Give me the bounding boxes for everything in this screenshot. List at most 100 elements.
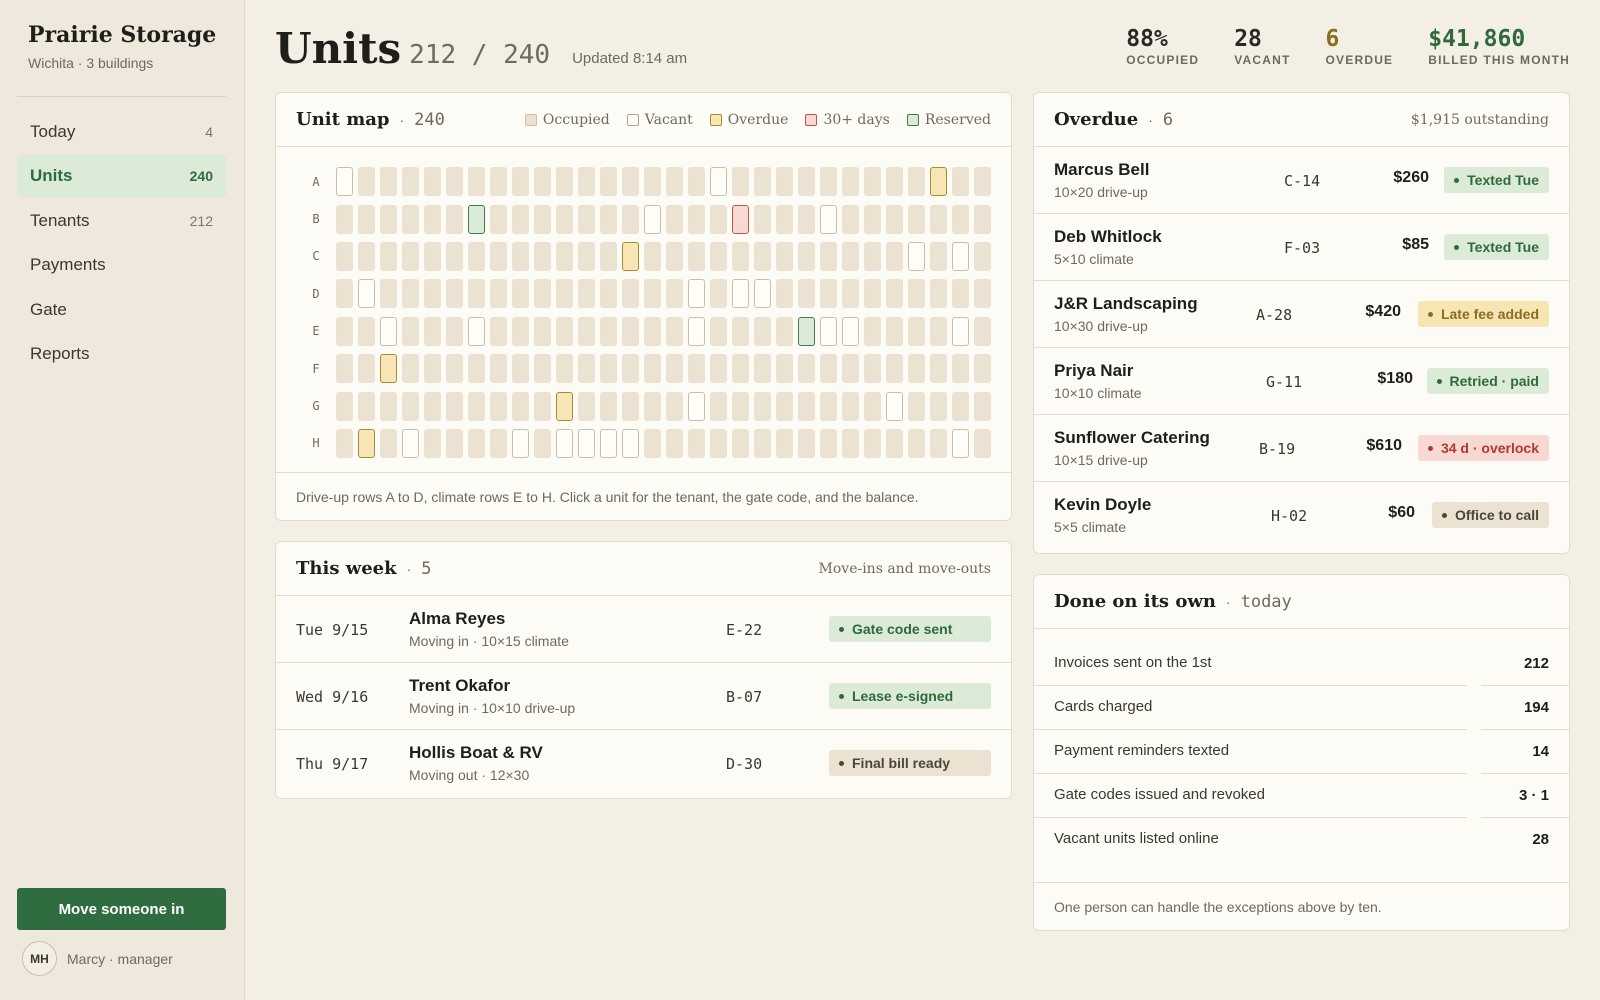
- unit-cell[interactable]: [644, 241, 661, 271]
- unit-cell[interactable]: [886, 279, 903, 309]
- move-someone-in-button[interactable]: Move someone in: [17, 888, 226, 930]
- sidebar-item-reports[interactable]: Reports: [17, 333, 226, 375]
- unit-cell[interactable]: [798, 279, 815, 309]
- unit-cell[interactable]: [754, 391, 771, 421]
- unit-cell[interactable]: [710, 316, 727, 346]
- unit-cell[interactable]: [666, 316, 683, 346]
- unit-cell[interactable]: [446, 279, 463, 309]
- unit-cell[interactable]: [336, 204, 353, 234]
- unit-cell[interactable]: [820, 279, 837, 309]
- unit-cell[interactable]: [974, 167, 991, 197]
- unit-cell[interactable]: [490, 316, 507, 346]
- unit-cell[interactable]: [688, 279, 705, 309]
- unit-cell[interactable]: [490, 167, 507, 197]
- sidebar-item-gate[interactable]: Gate: [17, 289, 226, 331]
- unit-cell[interactable]: [380, 204, 397, 234]
- unit-cell[interactable]: [710, 354, 727, 384]
- unit-cell[interactable]: [886, 354, 903, 384]
- unit-cell[interactable]: [534, 391, 551, 421]
- unit-cell[interactable]: [402, 279, 419, 309]
- unit-cell[interactable]: [776, 428, 793, 458]
- unit-cell[interactable]: [820, 428, 837, 458]
- unit-cell[interactable]: [402, 428, 419, 458]
- unit-cell[interactable]: [424, 428, 441, 458]
- unit-cell[interactable]: [820, 204, 837, 234]
- unit-cell[interactable]: [886, 167, 903, 197]
- unit-cell[interactable]: [820, 167, 837, 197]
- unit-cell[interactable]: [358, 241, 375, 271]
- unit-cell[interactable]: [622, 167, 639, 197]
- unit-cell[interactable]: [842, 316, 859, 346]
- unit-cell[interactable]: [930, 428, 947, 458]
- unit-cell[interactable]: [732, 167, 749, 197]
- unit-cell[interactable]: [578, 204, 595, 234]
- unit-cell[interactable]: [732, 279, 749, 309]
- unit-cell[interactable]: [754, 428, 771, 458]
- unit-cell[interactable]: [864, 391, 881, 421]
- unit-cell[interactable]: [556, 354, 573, 384]
- unit-cell[interactable]: [776, 391, 793, 421]
- overdue-row[interactable]: Deb Whitlock 5×10 climate F-03 $85 Texte…: [1034, 215, 1569, 281]
- unit-cell[interactable]: [776, 279, 793, 309]
- unit-cell[interactable]: [556, 279, 573, 309]
- unit-cell[interactable]: [446, 391, 463, 421]
- unit-cell[interactable]: [644, 316, 661, 346]
- unit-cell[interactable]: [468, 204, 485, 234]
- overdue-row[interactable]: J&R Landscaping 10×30 drive-up A-28 $420…: [1034, 282, 1569, 348]
- unit-cell[interactable]: [622, 316, 639, 346]
- unit-cell[interactable]: [710, 241, 727, 271]
- unit-cell[interactable]: [732, 204, 749, 234]
- unit-cell[interactable]: [336, 354, 353, 384]
- unit-cell[interactable]: [358, 279, 375, 309]
- unit-cell[interactable]: [710, 204, 727, 234]
- unit-cell[interactable]: [710, 391, 727, 421]
- unit-cell[interactable]: [644, 391, 661, 421]
- unit-cell[interactable]: [952, 354, 969, 384]
- unit-cell[interactable]: [930, 391, 947, 421]
- unit-cell[interactable]: [864, 241, 881, 271]
- unit-cell[interactable]: [578, 391, 595, 421]
- unit-cell[interactable]: [424, 279, 441, 309]
- unit-cell[interactable]: [908, 279, 925, 309]
- unit-cell[interactable]: [424, 241, 441, 271]
- unit-cell[interactable]: [842, 241, 859, 271]
- unit-cell[interactable]: [556, 241, 573, 271]
- unit-cell[interactable]: [974, 241, 991, 271]
- unit-cell[interactable]: [490, 428, 507, 458]
- unit-cell[interactable]: [446, 241, 463, 271]
- unit-cell[interactable]: [468, 167, 485, 197]
- unit-cell[interactable]: [336, 167, 353, 197]
- unit-cell[interactable]: [930, 204, 947, 234]
- unit-cell[interactable]: [798, 241, 815, 271]
- unit-cell[interactable]: [820, 316, 837, 346]
- unit-cell[interactable]: [798, 167, 815, 197]
- unit-cell[interactable]: [864, 167, 881, 197]
- unit-cell[interactable]: [688, 167, 705, 197]
- unit-cell[interactable]: [446, 167, 463, 197]
- unit-cell[interactable]: [512, 167, 529, 197]
- unit-cell[interactable]: [534, 279, 551, 309]
- unit-cell[interactable]: [666, 204, 683, 234]
- unit-cell[interactable]: [842, 279, 859, 309]
- unit-cell[interactable]: [776, 204, 793, 234]
- unit-cell[interactable]: [864, 316, 881, 346]
- sidebar-item-tenants[interactable]: Tenants 212: [17, 200, 226, 242]
- unit-cell[interactable]: [424, 204, 441, 234]
- unit-cell[interactable]: [974, 428, 991, 458]
- move-row[interactable]: Tue 9/15 Alma Reyes Moving in · 10×15 cl…: [276, 597, 1011, 663]
- unit-cell[interactable]: [644, 167, 661, 197]
- sidebar-item-payments[interactable]: Payments: [17, 244, 226, 286]
- unit-cell[interactable]: [930, 279, 947, 309]
- unit-cell[interactable]: [446, 204, 463, 234]
- unit-cell[interactable]: [578, 279, 595, 309]
- unit-cell[interactable]: [534, 241, 551, 271]
- unit-cell[interactable]: [402, 391, 419, 421]
- unit-cell[interactable]: [446, 316, 463, 346]
- unit-cell[interactable]: [402, 316, 419, 346]
- unit-cell[interactable]: [886, 316, 903, 346]
- unit-cell[interactable]: [644, 204, 661, 234]
- unit-cell[interactable]: [798, 204, 815, 234]
- unit-cell[interactable]: [358, 204, 375, 234]
- unit-cell[interactable]: [732, 428, 749, 458]
- unit-cell[interactable]: [380, 354, 397, 384]
